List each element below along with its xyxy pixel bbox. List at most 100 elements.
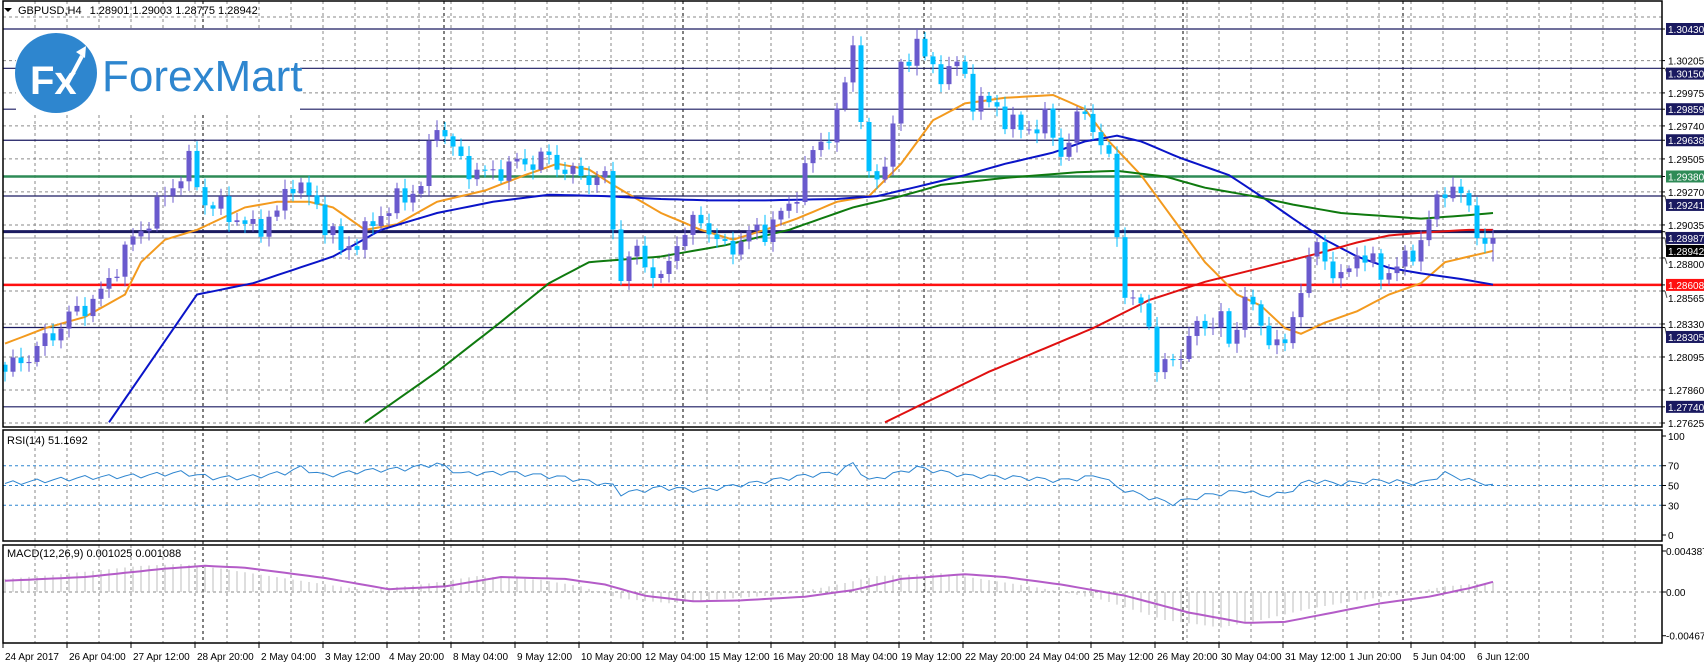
candle: [642, 236, 648, 273]
ma-long-line: [884, 228, 1493, 424]
candle: [58, 323, 64, 349]
candle-body: [970, 73, 976, 112]
candle: [770, 211, 776, 252]
candle-body: [1466, 193, 1472, 206]
candle: [266, 210, 272, 247]
candle: [90, 294, 96, 323]
ma-slow-line: [364, 169, 1494, 424]
time-tick-label: 25 May 12:00: [1093, 652, 1154, 663]
candle-body: [1114, 153, 1120, 238]
candle: [834, 102, 840, 152]
candle-body: [354, 246, 360, 250]
candle: [1362, 245, 1368, 272]
candle-body: [370, 221, 376, 227]
price-level-label: 1.29638: [1668, 136, 1704, 147]
candle-body: [1042, 108, 1048, 134]
candle-body: [386, 213, 392, 217]
candle: [930, 51, 936, 74]
candle-body: [1138, 297, 1144, 304]
candle-body: [546, 151, 552, 155]
candle: [570, 162, 576, 184]
price-tick-label: 1.29505: [1668, 155, 1704, 166]
candle: [410, 184, 416, 212]
time-tick-label: 27 Apr 12:00: [133, 652, 190, 663]
candle-body: [602, 171, 608, 178]
candle-body: [754, 224, 760, 231]
price-tick-label: 1.30205: [1668, 57, 1704, 68]
candle: [1298, 283, 1304, 327]
candle-body: [1370, 253, 1376, 263]
candle-body: [674, 246, 680, 261]
candle: [650, 258, 656, 288]
panel-border[interactable]: [2, 0, 1663, 428]
dropdown-triangle-icon[interactable]: [4, 8, 12, 12]
candle-body: [898, 61, 904, 124]
price-label-box: [1666, 170, 1704, 183]
candle-body: [618, 229, 624, 282]
panel-border[interactable]: [2, 429, 1663, 542]
candle: [66, 305, 72, 338]
candle: [3, 361, 8, 382]
candle-body: [314, 195, 320, 205]
candle-body: [362, 221, 368, 250]
time-tick-label: 26 Apr 04:00: [69, 652, 126, 663]
candle: [1042, 102, 1048, 139]
candle: [1122, 227, 1128, 305]
candle: [122, 241, 128, 287]
candle: [130, 228, 136, 252]
candle-body: [930, 56, 936, 65]
candle-body: [826, 141, 832, 143]
candle-body: [178, 181, 184, 189]
time-axis: 24 Apr 2017 26 Apr 04:00 27 Apr 12:00 28 Ap…: [2, 643, 1530, 663]
candle: [1082, 105, 1088, 120]
macd-title: MACD(12,26,9) 0.001025 0.001088: [7, 548, 181, 560]
candle-body: [1306, 256, 1312, 294]
candle: [1386, 264, 1392, 286]
candle: [1186, 326, 1192, 363]
candle-body: [818, 141, 824, 151]
rsi-title: RSI(14) 51.1692: [7, 435, 88, 447]
candle: [98, 281, 104, 307]
candle-body: [610, 171, 616, 230]
candle: [898, 58, 904, 132]
candle: [186, 144, 192, 191]
candle: [698, 206, 704, 229]
candle: [338, 218, 344, 256]
candle: [1178, 349, 1184, 369]
candle: [1394, 257, 1400, 282]
candle: [258, 209, 264, 243]
panel-border[interactable]: [2, 544, 1663, 644]
price-label-box: [1666, 400, 1704, 413]
candle: [1370, 246, 1376, 268]
time-tick-label: 26 May 20:00: [1157, 652, 1218, 663]
candle: [946, 56, 952, 90]
candle: [162, 186, 168, 207]
candle: [1018, 111, 1024, 139]
candle-body: [3, 364, 8, 372]
candle: [1346, 265, 1352, 278]
candle: [1106, 141, 1112, 158]
candle: [274, 205, 280, 221]
macd-tick-label: 0.00: [1666, 588, 1686, 599]
candle-body: [986, 95, 992, 103]
price-label-box: [1666, 330, 1704, 343]
candle: [234, 212, 240, 226]
candle: [882, 156, 888, 183]
candle-body: [330, 226, 336, 236]
candle: [554, 145, 560, 178]
logo-arrow-icon: [64, 55, 84, 87]
candle-body: [58, 328, 64, 341]
rsi-tick-label: 70: [1668, 462, 1680, 473]
time-tick-label: 2 May 04:00: [261, 652, 316, 663]
candle-body: [210, 205, 216, 209]
candle-body: [714, 234, 720, 240]
candle-body: [522, 158, 528, 165]
candle: [530, 155, 536, 180]
candle: [10, 349, 16, 377]
symbol-label: GBPUSD,H4: [18, 5, 82, 17]
candle: [818, 132, 824, 157]
candle: [978, 87, 984, 120]
label-leader: [1664, 257, 1668, 265]
candle-body: [1010, 114, 1016, 130]
